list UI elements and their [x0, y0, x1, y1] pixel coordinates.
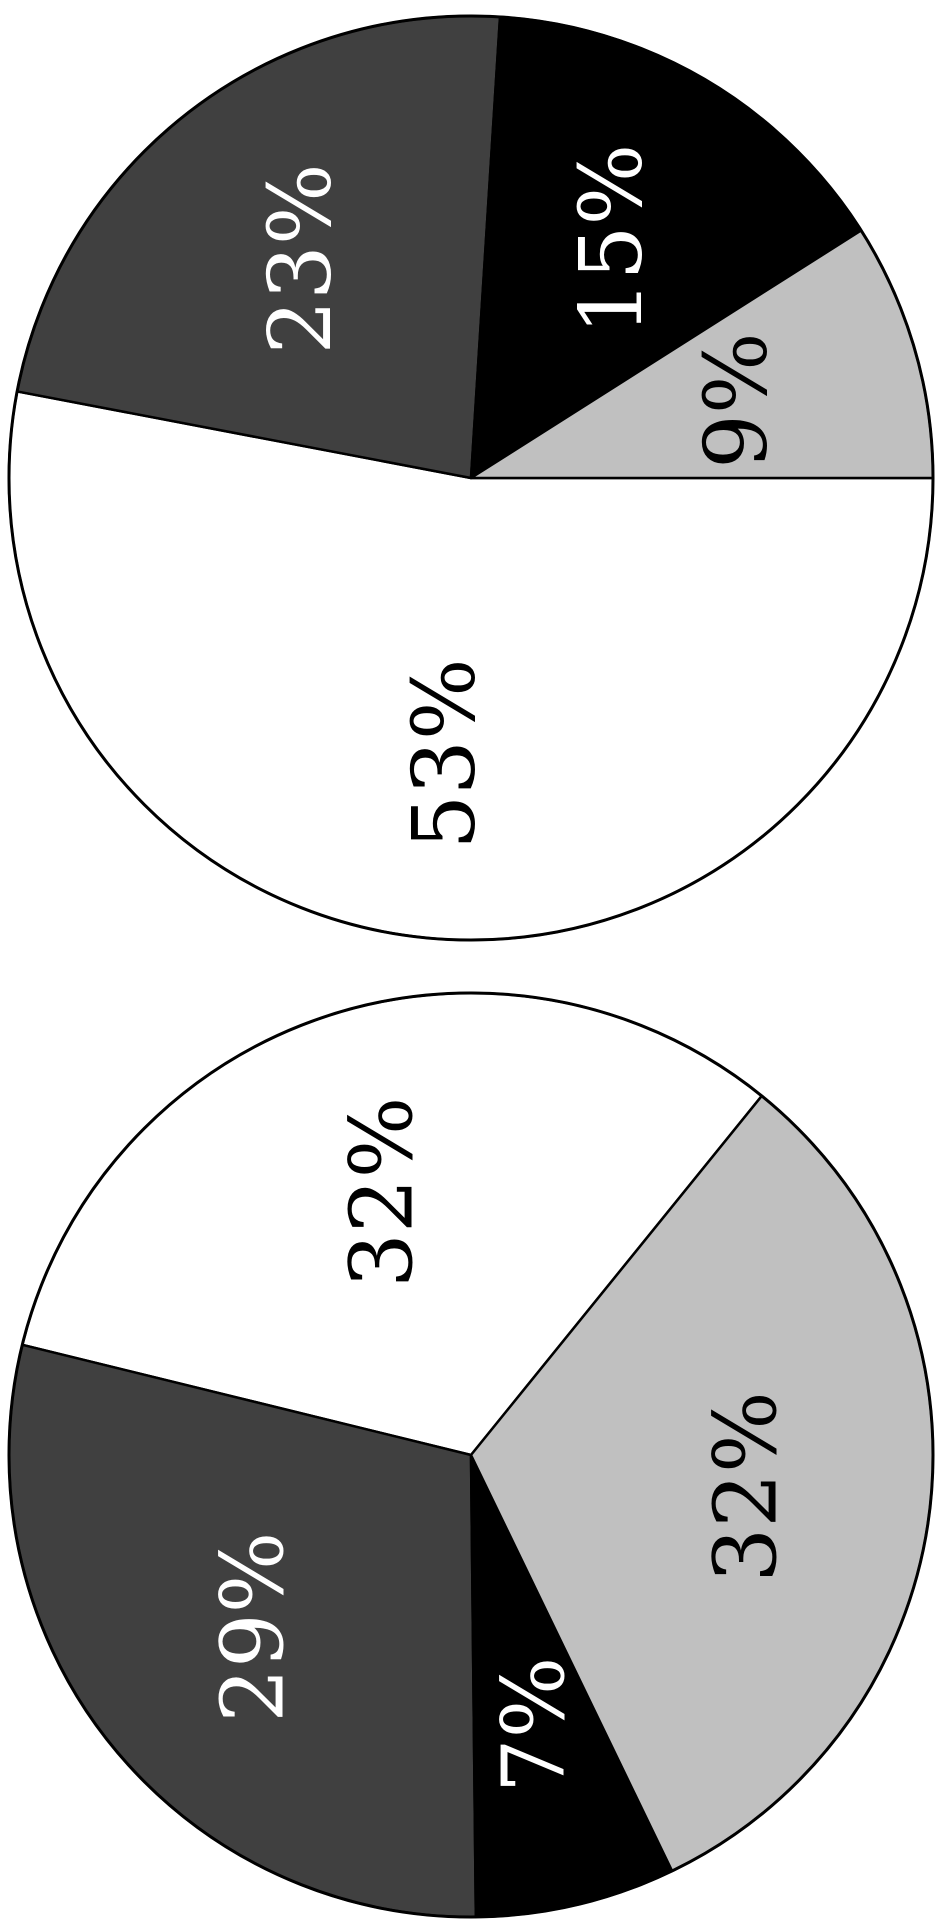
- pie-0-slice-label-1: 23%: [251, 163, 351, 354]
- pie-0-slice-label-0: 53%: [395, 658, 495, 849]
- pie-chart-top: 53% 23% 15%9%: [7, 14, 935, 942]
- pie-0-slice-label-2: 15%: [562, 144, 662, 335]
- pie-1-slice-label-1: 29%: [204, 1532, 304, 1723]
- pie-1-slice-label-2: 7%: [484, 1657, 584, 1793]
- pie-0-slice-label-3: 9%: [687, 332, 787, 468]
- pie-chart-bottom: 32% 29% 7% 32%: [7, 991, 935, 1919]
- pie-0-outline: [7, 14, 935, 942]
- pie-1-outline: [7, 991, 935, 1919]
- pie-1-slice-label-3: 32%: [696, 1391, 796, 1582]
- pie-1-slice-label-0: 32%: [333, 1097, 433, 1288]
